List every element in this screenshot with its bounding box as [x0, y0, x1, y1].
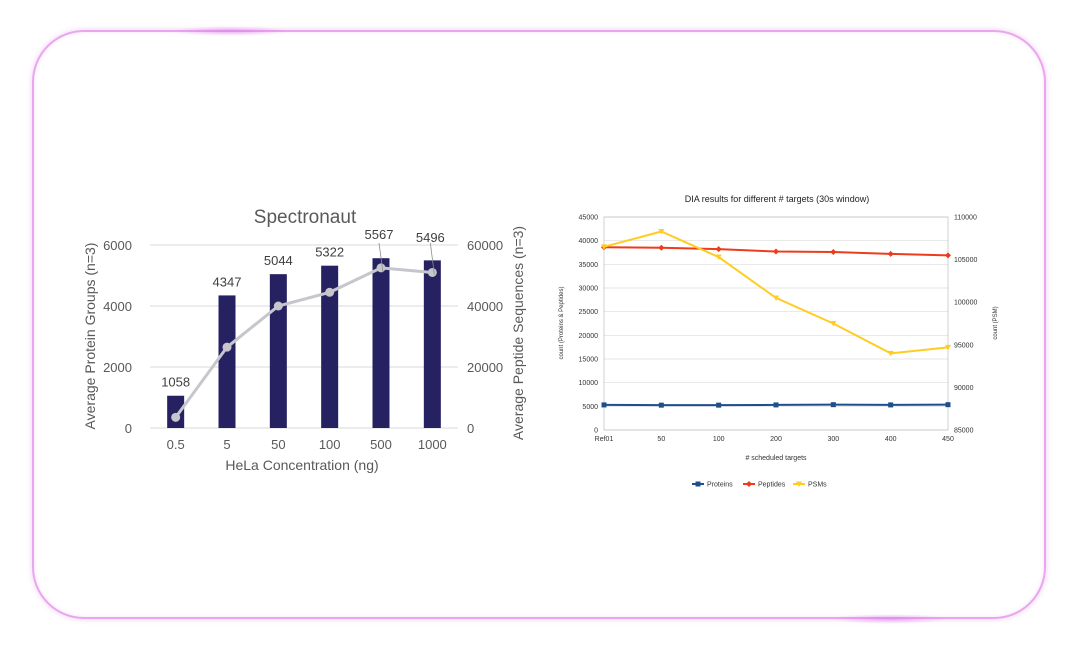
chart1-y-tick-label: 2000	[103, 360, 132, 375]
chart2-legend-label: Peptides	[758, 482, 786, 489]
chart2-marker-triangle	[715, 254, 722, 261]
chart1-x-tick-label: 0.5	[167, 437, 185, 452]
chart2-y-axis-label: count (Proteins & Peptides)	[559, 286, 565, 359]
chart2-marker-diamond	[715, 246, 722, 253]
chart2-marker-diamond	[830, 249, 837, 256]
chart2-marker-diamond	[658, 244, 665, 251]
chart2-x-tick-label: 50	[657, 436, 665, 443]
chart2-title: DIA results for different # targets (30s…	[685, 194, 869, 204]
chart1-x-tick-label: 1000	[418, 437, 447, 452]
chart2-marker-diamond	[746, 481, 752, 487]
chart1-label-leader	[429, 242, 435, 275]
chart2-x-tick-label: 100	[713, 436, 725, 443]
chart2-marker-triangle	[796, 481, 802, 487]
chart1-bar	[372, 258, 390, 428]
chart1-y2-tick-label: 0	[467, 421, 474, 436]
chart2-y-tick-label: 40000	[579, 238, 599, 245]
chart2-marker-square	[601, 402, 607, 408]
chart2-marker-diamond	[887, 250, 894, 257]
chart1-data-label: 1058	[161, 375, 190, 390]
chart2-marker-triangle	[887, 350, 894, 357]
frame-border	[32, 30, 1046, 619]
chart1-bar	[167, 395, 185, 428]
chart2-marker-square	[658, 402, 664, 408]
chart2-marker-square	[945, 402, 951, 408]
chart1-bar	[218, 295, 236, 428]
chart1-title: Spectronaut	[254, 207, 357, 228]
chart1-y2-tick-label: 40000	[467, 299, 503, 314]
chart1-x-tick-label: 5	[223, 437, 230, 452]
chart2-y2-tick-label: 95000	[954, 342, 974, 349]
chart2-legend-label: PSMs	[808, 482, 827, 489]
chart1-data-label: 5567	[365, 227, 394, 242]
chart1-x-tick-label: 500	[370, 437, 392, 452]
chart2-marker-square	[695, 481, 701, 487]
chart1-bar	[321, 265, 339, 428]
chart2-marker-triangle	[945, 344, 951, 351]
chart2-x-tick-label: 400	[885, 436, 897, 443]
chart1-x-tick-label: 100	[319, 437, 341, 452]
chart2-y-tick-label: 20000	[579, 333, 599, 340]
chart2-y2-axis-label: count (PSM)	[993, 306, 999, 339]
chart2-y-tick-label: 5000	[582, 404, 598, 411]
chart2-marker-square	[830, 402, 836, 408]
chart1-line-point	[427, 267, 437, 277]
chart2-y2-tick-label: 105000	[954, 257, 977, 264]
chart2-y-tick-label: 25000	[579, 309, 599, 316]
chart1-bar	[423, 260, 441, 428]
chart1-data-label: 5322	[315, 245, 344, 260]
chart2-marker-diamond	[773, 248, 779, 255]
chart1-y-tick-label: 4000	[103, 299, 132, 314]
chart2-x-axis-label: # scheduled targets	[745, 455, 807, 462]
frame-glow-top	[170, 26, 290, 36]
chart2-marker-square	[888, 402, 894, 408]
chart2-legend-label: Proteins	[707, 482, 733, 489]
chart1-x-tick-label: 50	[271, 437, 285, 452]
chart2-marker-square	[773, 402, 779, 408]
chart2-marker-triangle	[601, 244, 607, 250]
chart1-y-tick-label: 0	[125, 421, 132, 436]
chart2-plot-border	[603, 216, 949, 431]
chart1-line-point	[273, 301, 283, 311]
chart2-x-tick-label: 300	[827, 436, 839, 443]
chart2-y-tick-label: 15000	[579, 357, 599, 364]
chart2-x-tick-label: 450	[942, 436, 954, 443]
frame-glow-bottom	[830, 614, 950, 624]
chart2-x-tick-label: 200	[770, 436, 782, 443]
chart1-series-line	[174, 266, 433, 419]
chart2-y2-tick-label: 100000	[954, 300, 977, 307]
chart2-y-tick-label: 35000	[579, 262, 599, 269]
chart1-line-point	[376, 263, 386, 273]
chart2-y-tick-label: 10000	[579, 380, 599, 387]
chart2-marker-square	[716, 402, 722, 408]
chart2-y-tick-label: 45000	[579, 215, 599, 222]
chart1-y-axis-label: Average Protein Groups (n=3)	[82, 243, 98, 430]
chart1-x-axis-label: HeLa Concentration (ng)	[225, 457, 378, 473]
chart1-bar	[269, 274, 287, 428]
chart2-x-tick-label: Ref01	[595, 436, 614, 443]
chart1-line-point	[325, 287, 335, 297]
chart1-y2-tick-label: 60000	[467, 238, 503, 253]
chart2-marker-triangle	[830, 321, 837, 327]
chart1-data-label: 4347	[213, 274, 242, 289]
chart2-y-tick-label: 30000	[579, 286, 599, 293]
chart2-y2-tick-label: 110000	[954, 215, 977, 222]
chart1-data-label: 5044	[264, 253, 293, 268]
chart2-y-tick-label: 0	[594, 428, 598, 435]
chart2-marker-triangle	[658, 228, 665, 235]
chart2-marker-triangle	[773, 295, 779, 301]
chart2-marker-diamond	[945, 252, 951, 259]
chart1-y2-axis-label: Average Peptide Sequences (n=3)	[510, 226, 526, 440]
chart1-data-label: 5496	[416, 230, 445, 245]
chart1-y-tick-label: 6000	[103, 238, 132, 253]
chart1-line-point	[222, 342, 232, 352]
chart1-line-point	[171, 412, 181, 422]
chart1-label-leader	[378, 242, 384, 273]
chart1-y2-tick-label: 20000	[467, 360, 503, 375]
chart2-y2-tick-label: 90000	[954, 385, 974, 392]
chart2-y2-tick-label: 85000	[954, 428, 974, 435]
